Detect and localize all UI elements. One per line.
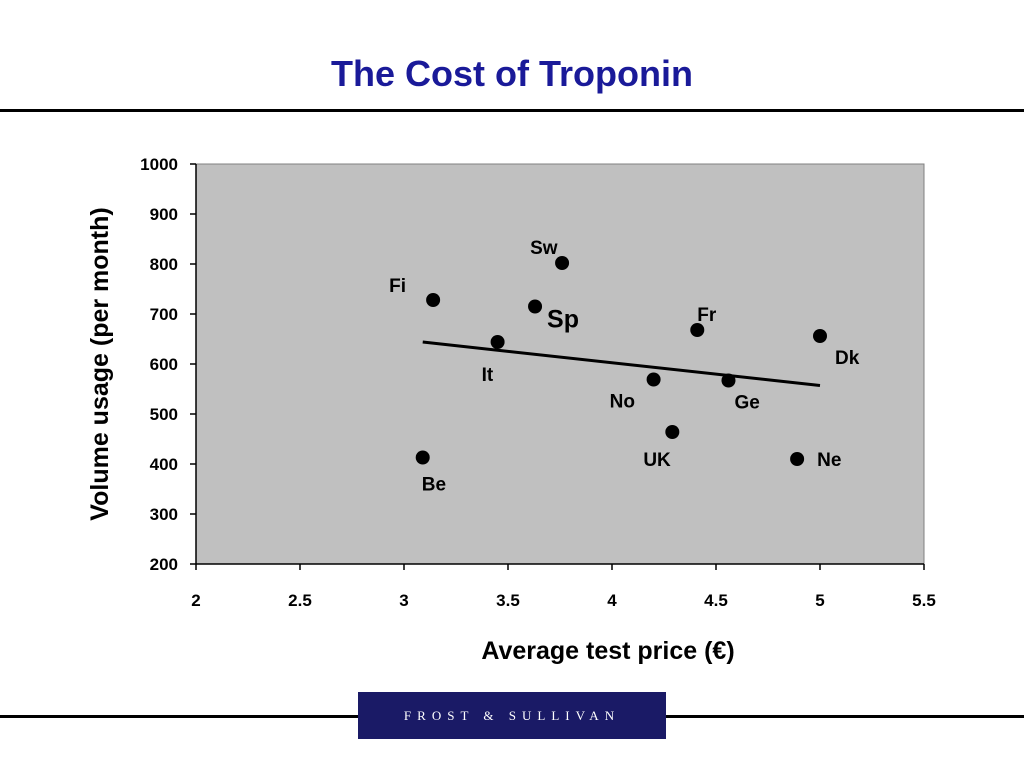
point-label-be: Be — [422, 475, 446, 496]
data-point-fi — [426, 293, 441, 307]
x-tick-label: 5.5 — [912, 591, 936, 610]
data-point-sp — [528, 299, 543, 314]
point-label-sw: Sw — [530, 238, 558, 259]
data-point-ne — [790, 452, 805, 466]
data-point-dk — [813, 329, 827, 343]
frost-sullivan-logo: FROST & SULLIVAN — [358, 692, 666, 739]
point-label-no: No — [610, 392, 635, 413]
y-tick-label: 900 — [150, 205, 178, 224]
y-tick-label: 300 — [150, 505, 178, 524]
plot-area — [195, 163, 925, 565]
x-axis-title: Average test price (€) — [481, 637, 734, 665]
top-divider — [0, 109, 1024, 112]
y-tick-label: 700 — [150, 305, 178, 324]
x-tick-label: 5 — [815, 591, 824, 610]
x-tick-label: 2.5 — [288, 591, 312, 610]
y-tick-label: 600 — [150, 355, 178, 374]
y-tick-label: 800 — [150, 255, 178, 274]
point-labels: Sw Fi Sp Fr Dk It No Ge UK Be Ne — [389, 238, 860, 496]
data-point-fr — [690, 323, 705, 337]
y-tick-label: 1000 — [140, 155, 178, 174]
logo-text: FROST & SULLIVAN — [403, 707, 621, 723]
y-tick-label: 400 — [150, 455, 178, 474]
x-tick-label: 4.5 — [704, 591, 728, 610]
x-tick-label: 3.5 — [496, 591, 520, 610]
data-point-it — [490, 335, 505, 349]
x-tick-label: 4 — [607, 591, 617, 610]
data-point-uk — [665, 425, 680, 439]
trendline — [422, 340, 821, 387]
x-tick-label: 3 — [399, 591, 408, 610]
data-points — [415, 256, 827, 466]
point-label-uk: UK — [643, 450, 671, 471]
x-axis: 2 2.5 3 3.5 4 4.5 5 5.5 — [191, 563, 936, 610]
slide-title: The Cost of Troponin — [331, 53, 693, 94]
point-label-fr: Fr — [697, 305, 717, 326]
point-label-ne: Ne — [817, 450, 841, 471]
point-label-fi: Fi — [389, 276, 406, 297]
point-label-ge: Ge — [734, 393, 759, 414]
x-tick-label: 2 — [191, 591, 200, 610]
data-point-sw — [555, 256, 570, 270]
point-label-it: It — [482, 365, 494, 386]
data-point-be — [415, 450, 430, 465]
point-label-sp: Sp — [547, 306, 579, 334]
y-axis: 200 300 400 500 600 700 800 900 1000 — [140, 155, 197, 574]
point-label-dk: Dk — [835, 348, 860, 369]
y-axis-title: Volume usage (per month) — [86, 207, 114, 520]
y-tick-label: 500 — [150, 405, 178, 424]
data-point-no — [646, 372, 661, 387]
y-tick-label: 200 — [150, 555, 178, 574]
data-point-ge — [721, 373, 736, 388]
